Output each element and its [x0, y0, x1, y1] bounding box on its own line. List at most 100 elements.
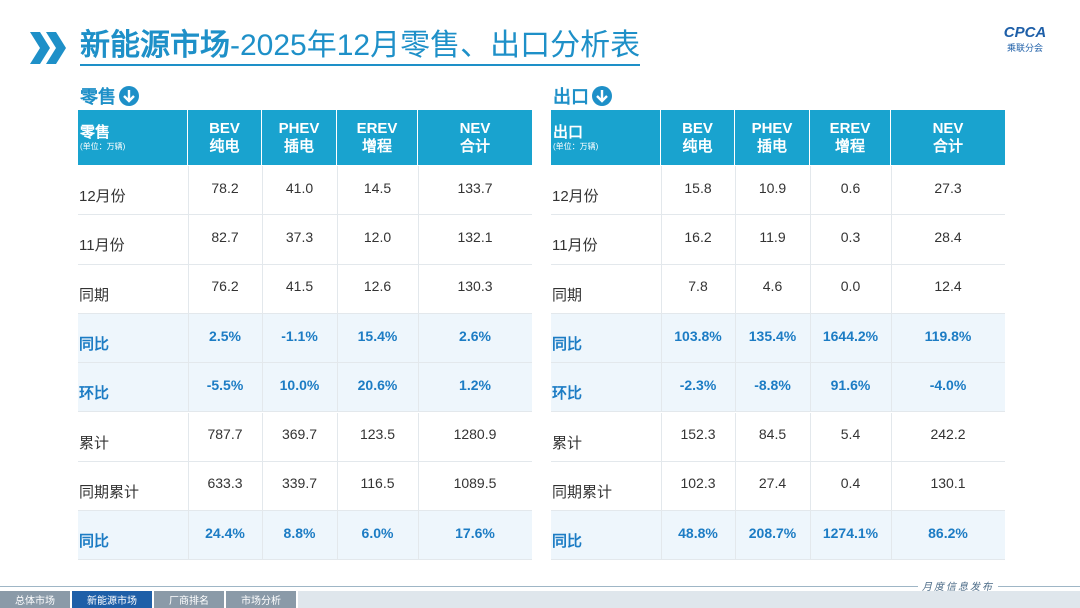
table-cell: 133.7 [457, 179, 493, 196]
title-bold: 新能源市场 [80, 29, 230, 62]
column-divider [188, 264, 189, 314]
corner-unit: (单位：万辆) [80, 141, 126, 151]
column-header: PHEV 插电 [735, 110, 810, 165]
column-name: EREV [829, 119, 871, 137]
table-cell: 1280.9 [453, 426, 497, 443]
table-cell: 41.5 [285, 278, 314, 295]
table-cell: 242.2 [930, 426, 966, 443]
column-name: BEV [209, 119, 240, 137]
column-divider [188, 313, 189, 364]
row-background [551, 511, 1005, 561]
nav-tab[interactable]: 厂商排名 [154, 591, 224, 608]
row-label: 环比 [79, 385, 110, 403]
table-cell: 11.9 [759, 228, 786, 245]
corner-title: 零售 [80, 123, 111, 141]
header-corner: 零售 (单位：万辆) [78, 110, 188, 165]
table-cell: 633.3 [207, 475, 243, 492]
column-divider [418, 264, 419, 314]
table-cell: 369.7 [281, 426, 318, 443]
row-label: 同期 [552, 286, 583, 304]
column-divider [810, 363, 811, 413]
column-divider [337, 511, 338, 561]
column-divider [188, 461, 189, 512]
table-cell: 86.2% [928, 524, 968, 541]
column-divider [891, 264, 892, 314]
table-cell: 27.3 [934, 179, 962, 196]
column-divider [337, 461, 338, 512]
section-label: 零售 [80, 83, 140, 109]
chevron-icon [30, 32, 66, 64]
nav-tab[interactable]: 市场分析 [226, 591, 296, 608]
column-divider [810, 215, 811, 265]
row-label: 累计 [79, 434, 110, 452]
row-background [551, 166, 1005, 216]
table-cell: 102.3 [680, 475, 716, 492]
corner-unit: (单位：万辆) [553, 141, 599, 151]
column-divider [188, 215, 189, 265]
column-sub: 插电 [756, 137, 787, 155]
table-cell: 116.5 [360, 475, 395, 492]
column-name: NEV [932, 119, 964, 137]
column-divider [337, 215, 338, 265]
row-label: 12月份 [79, 188, 126, 206]
row-label: 同比 [552, 336, 583, 354]
column-divider [188, 166, 189, 216]
row-background [551, 313, 1005, 364]
table-cell: -5.5% [206, 376, 244, 393]
nav-tab[interactable]: 新能源市场 [72, 591, 152, 608]
row-background [78, 363, 532, 413]
column-divider [661, 363, 662, 413]
corner-title: 出口 [553, 123, 584, 141]
section-text: 出口 [553, 87, 589, 107]
column-divider [735, 264, 736, 314]
column-divider [661, 215, 662, 265]
column-divider [810, 313, 811, 364]
header-corner: 出口 (单位：万辆) [551, 110, 661, 165]
column-divider [188, 412, 189, 462]
column-divider [735, 511, 736, 561]
column-sub: 合计 [932, 137, 963, 155]
table-cell: 15.8 [684, 179, 712, 196]
logo-sub: 乘联分会 [1006, 43, 1043, 53]
row-background [78, 166, 532, 216]
column-divider [891, 412, 892, 462]
table-cell: 76.2 [211, 278, 239, 295]
column-divider [418, 215, 419, 265]
column-divider [661, 461, 662, 512]
column-divider [418, 412, 419, 462]
table-cell: 1089.5 [453, 475, 497, 492]
row-background [78, 215, 532, 265]
column-divider [810, 412, 811, 462]
column-divider [810, 461, 811, 512]
table-cell: 12.0 [363, 228, 392, 245]
column-header: BEV 纯电 [661, 110, 735, 165]
table-cell: 130.1 [930, 475, 966, 492]
section-text: 零售 [80, 87, 116, 107]
table-cell: 16.2 [684, 228, 712, 245]
column-divider [337, 264, 338, 314]
column-divider [262, 166, 263, 216]
table-cell: 132.1 [457, 228, 493, 245]
row-background [551, 264, 1005, 314]
column-divider [418, 461, 419, 512]
column-divider [661, 313, 662, 364]
row-label: 累计 [552, 434, 583, 452]
down-arrow-icon [592, 86, 612, 106]
nav-tab[interactable]: 总体市场 [0, 591, 70, 608]
row-background [551, 215, 1005, 265]
column-divider [337, 363, 338, 413]
column-divider [337, 313, 338, 364]
column-divider [188, 363, 189, 413]
footer-bar [298, 591, 1080, 608]
table-cell: 8.8% [283, 524, 316, 541]
table-cell: 91.6% [830, 376, 871, 393]
column-divider [891, 363, 892, 413]
row-background [78, 313, 532, 364]
table-cell: -4.0% [929, 376, 967, 393]
column-divider [262, 215, 263, 265]
row-label: 12月份 [552, 188, 599, 206]
row-label: 同比 [79, 533, 110, 551]
table-cell: -2.3% [679, 376, 717, 393]
column-divider [262, 313, 263, 364]
